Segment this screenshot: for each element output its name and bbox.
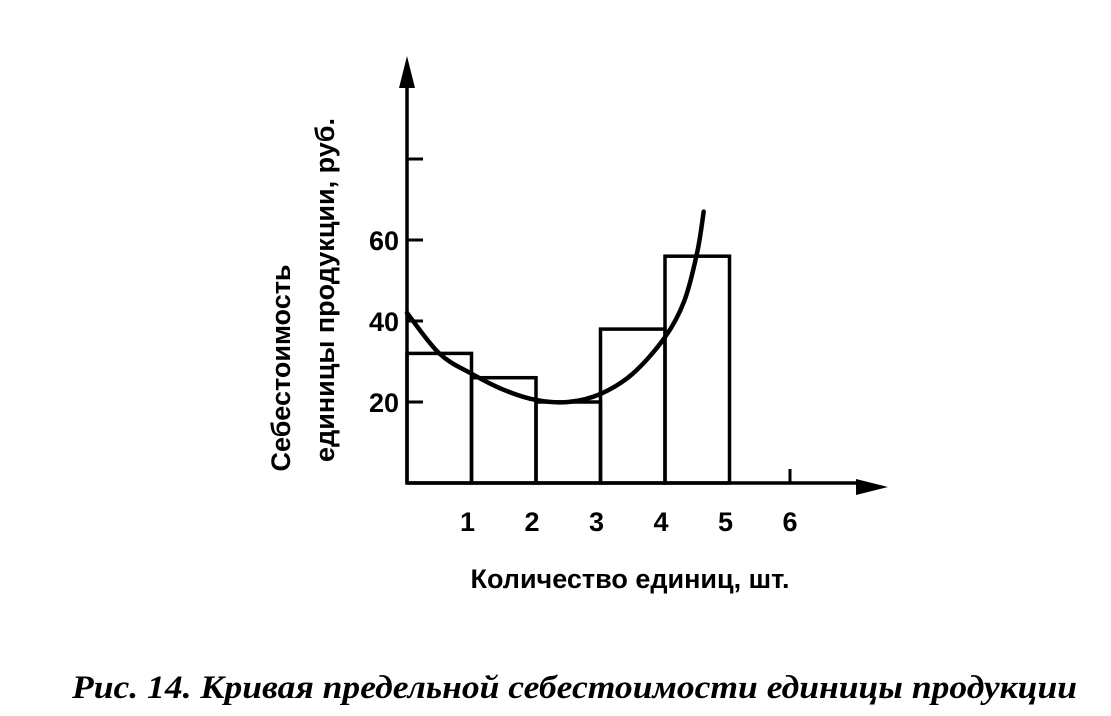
x-tick-label-4: 4 — [653, 507, 668, 537]
x-tick-label-1: 1 — [460, 507, 475, 537]
x-tick-label-2: 2 — [524, 507, 539, 537]
y-tick-label-40: 40 — [369, 307, 399, 337]
x-tick-label-5: 5 — [718, 507, 733, 537]
y-axis-title-line-2: единицы продукции, руб. — [310, 118, 340, 462]
y-tick-label-20: 20 — [369, 388, 399, 418]
x-tick-label-6: 6 — [782, 507, 797, 537]
bars — [405, 254, 732, 485]
figure-caption: Рис. 14. Кривая предельной себестоимости… — [71, 670, 1077, 706]
y-ticks: 20 40 60 — [369, 157, 423, 418]
y-tick-label-60: 60 — [369, 226, 399, 256]
x-tick-label-3: 3 — [589, 507, 604, 537]
marginal-cost-curve — [404, 209, 706, 405]
x-ticks: 1 2 3 4 5 6 — [460, 469, 798, 537]
y-axis-title-line-1: Себестоимость — [266, 264, 296, 471]
bar-2 — [469, 375, 538, 485]
bar-1 — [405, 351, 474, 485]
bar-3 — [534, 400, 603, 485]
bar-5 — [663, 254, 732, 485]
y-axis-arrow — [399, 56, 415, 88]
x-axis-arrow — [856, 479, 888, 495]
x-axis-title: Количество единиц, шт. — [471, 564, 790, 594]
